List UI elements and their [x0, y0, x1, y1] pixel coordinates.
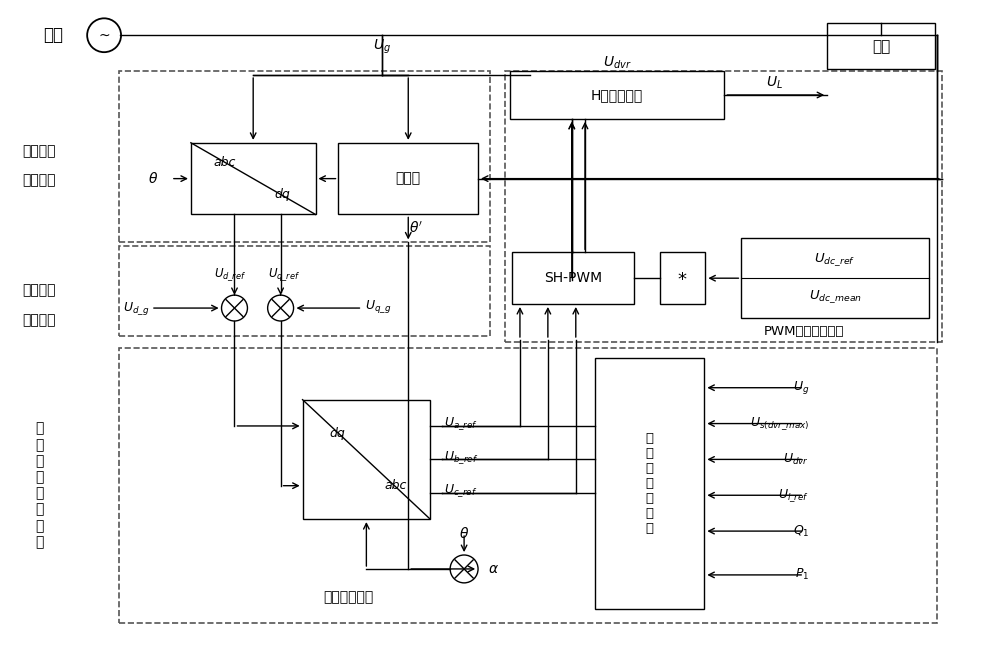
Text: $U_{a\_ref}$: $U_{a\_ref}$ [444, 415, 478, 432]
Text: $U_{dc\_mean}$: $U_{dc\_mean}$ [809, 288, 862, 305]
Text: PWM脉冲产生模块: PWM脉冲产生模块 [764, 326, 844, 339]
Text: 锁相环: 锁相环 [396, 172, 421, 185]
Text: 负载: 负载 [872, 39, 890, 54]
Text: $\theta$: $\theta$ [459, 526, 469, 541]
Text: H桥逆变单元: H桥逆变单元 [591, 88, 643, 102]
Text: 计
算
幅
值
和
相
位: 计 算 幅 值 和 相 位 [646, 432, 654, 535]
Text: 注
入
电
压
计
算
模
块: 注 入 电 压 计 算 模 块 [35, 422, 43, 549]
Text: $U_{b\_ref}$: $U_{b\_ref}$ [444, 449, 478, 466]
Text: dq: dq [329, 426, 345, 440]
FancyBboxPatch shape [303, 400, 430, 519]
FancyBboxPatch shape [741, 238, 929, 318]
Text: $U_{dvr}$: $U_{dvr}$ [603, 55, 631, 71]
Text: 注入相移角度: 注入相移角度 [323, 590, 374, 604]
Text: $Q_1$: $Q_1$ [793, 523, 809, 539]
FancyBboxPatch shape [510, 71, 724, 119]
Text: ~: ~ [98, 28, 110, 42]
Text: $U_{dc\_ref}$: $U_{dc\_ref}$ [814, 251, 856, 268]
Text: $U_{s(dvr\_max)}$: $U_{s(dvr\_max)}$ [750, 415, 809, 432]
Text: $U_L$: $U_L$ [766, 75, 783, 91]
Text: 检测模块: 检测模块 [23, 313, 56, 327]
Text: $U_{dvr}$: $U_{dvr}$ [783, 452, 809, 467]
Text: $U_{d\_ref}$: $U_{d\_ref}$ [214, 266, 247, 282]
Text: $*$: $*$ [677, 269, 688, 287]
Text: $U_g$: $U_g$ [793, 379, 809, 396]
Text: 电压跌落: 电压跌落 [23, 283, 56, 297]
Text: $U_{q\_g}$: $U_{q\_g}$ [365, 298, 392, 315]
FancyBboxPatch shape [827, 23, 935, 69]
Text: $\theta'$: $\theta'$ [409, 221, 423, 236]
Text: $U_{q\_ref}$: $U_{q\_ref}$ [268, 266, 301, 283]
FancyBboxPatch shape [595, 358, 704, 609]
Text: 检测模块: 检测模块 [23, 174, 56, 187]
Text: abc: abc [385, 479, 407, 492]
Text: 电源: 电源 [43, 26, 63, 44]
Text: $U_{l\_ref}$: $U_{l\_ref}$ [778, 487, 809, 504]
Text: $U_{d\_g}$: $U_{d\_g}$ [123, 300, 149, 317]
FancyBboxPatch shape [660, 253, 705, 304]
Text: dq: dq [274, 188, 290, 201]
Text: $P_1$: $P_1$ [795, 567, 809, 583]
Text: $\theta$: $\theta$ [148, 171, 158, 186]
Text: SH-PWM: SH-PWM [544, 271, 602, 285]
FancyBboxPatch shape [191, 143, 316, 214]
Text: $\alpha$: $\alpha$ [488, 562, 499, 576]
FancyBboxPatch shape [512, 253, 634, 304]
FancyBboxPatch shape [338, 143, 478, 214]
Text: abc: abc [213, 156, 236, 169]
Text: $U_g$: $U_g$ [373, 38, 391, 56]
Text: 同步电压: 同步电压 [23, 144, 56, 158]
Text: $U_{c\_ref}$: $U_{c\_ref}$ [444, 483, 478, 499]
